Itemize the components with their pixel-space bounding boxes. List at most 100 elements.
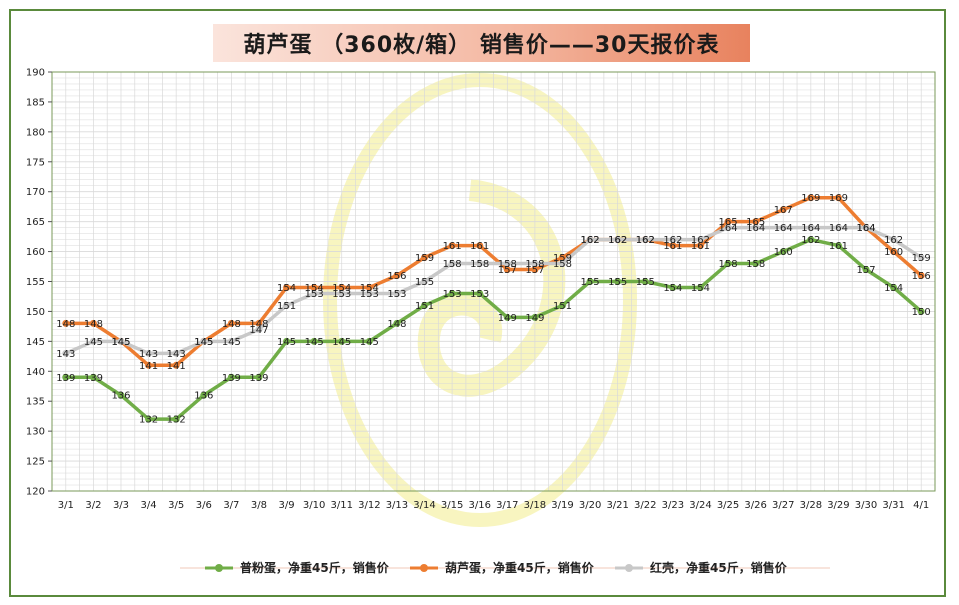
x-tick-label: 3/16 (468, 500, 490, 511)
legend-swatch-marker (215, 564, 223, 572)
data-label-0: 160 (774, 247, 793, 258)
x-tick-label: 3/18 (524, 500, 546, 511)
data-point-2 (227, 337, 235, 345)
legend-label: 葫芦蛋，净重45斤，销售价 (445, 560, 595, 575)
data-label-2: 143 (167, 349, 186, 360)
data-point-0 (641, 278, 649, 285)
data-label-2: 162 (663, 235, 682, 246)
data-label-0: 154 (663, 283, 682, 294)
data-point-2 (145, 349, 153, 357)
y-tick-label: 165 (26, 217, 45, 228)
data-point-2 (117, 337, 125, 345)
data-point-2 (834, 224, 842, 232)
data-point-0 (614, 278, 622, 285)
data-label-1: 154 (305, 283, 324, 294)
data-point-0 (724, 260, 732, 268)
y-tick-label: 170 (26, 187, 45, 198)
data-point-0 (365, 337, 373, 345)
data-point-1 (917, 272, 925, 280)
axes: 120 125 130 135 140 145 150 155 160 165 170 175 180 1… (26, 68, 936, 511)
data-label-0: 158 (719, 259, 738, 270)
data-point-0 (834, 242, 842, 250)
x-tick-label: 4/1 (913, 500, 929, 511)
data-label-1: 169 (829, 193, 848, 204)
data-label-2: 162 (691, 235, 710, 246)
x-tick-label: 3/4 (141, 500, 157, 511)
data-point-0 (531, 313, 539, 321)
data-label-2: 158 (498, 259, 517, 270)
y-tick-label: 120 (26, 487, 45, 498)
data-label-2: 159 (912, 253, 931, 264)
data-label-0: 161 (829, 241, 848, 252)
x-tick-label: 3/5 (168, 500, 184, 511)
x-tick-label: 3/1 (58, 500, 74, 511)
data-label-1: 161 (663, 241, 682, 252)
x-tick-label: 3/20 (579, 500, 601, 511)
data-label-2: 164 (719, 223, 738, 234)
data-label-1: 165 (719, 217, 738, 228)
data-point-1 (62, 319, 70, 327)
data-point-1 (338, 283, 346, 291)
series-line-2 (65, 225, 923, 356)
data-label-0: 148 (387, 319, 406, 330)
data-point-1 (531, 266, 539, 274)
data-point-2 (172, 349, 180, 357)
data-label-0: 154 (691, 283, 710, 294)
data-point-2 (310, 289, 318, 297)
data-label-0: 139 (84, 373, 103, 384)
x-tick-label: 3/6 (196, 500, 212, 511)
data-point-0 (862, 266, 870, 274)
y-tick-label: 175 (26, 157, 45, 168)
data-label-2: 153 (360, 289, 379, 300)
data-point-0 (696, 283, 704, 291)
data-point-0 (310, 337, 318, 345)
data-label-0: 153 (470, 289, 489, 300)
y-tick-label: 135 (26, 397, 45, 408)
y-tick-label: 130 (26, 427, 45, 438)
data-point-1 (476, 242, 484, 250)
data-label-2: 162 (581, 235, 600, 246)
data-point-1 (669, 242, 677, 250)
data-label-1: 154 (332, 283, 351, 294)
data-point-2 (752, 224, 760, 232)
data-point-1 (724, 218, 732, 226)
data-label-2: 143 (56, 349, 75, 360)
data-point-0 (476, 289, 484, 297)
data-point-2 (255, 325, 263, 333)
x-tick-label: 3/21 (606, 500, 628, 511)
data-label-0: 136 (194, 391, 213, 402)
data-label-1: 169 (801, 193, 820, 204)
x-tick-label: 3/23 (662, 500, 684, 511)
series-lines (62, 194, 925, 423)
data-point-2 (558, 260, 566, 268)
data-point-0 (421, 301, 429, 309)
data-point-0 (752, 260, 760, 268)
x-tick-label: 3/3 (113, 500, 129, 511)
data-point-1 (558, 254, 566, 262)
data-point-1 (696, 242, 704, 250)
x-tick-label: 3/26 (744, 500, 766, 511)
y-tick-label: 145 (26, 337, 45, 348)
data-label-2: 164 (774, 223, 793, 234)
data-label-0: 154 (884, 283, 903, 294)
data-label-1: 145 (111, 337, 130, 348)
data-point-0 (779, 248, 787, 256)
data-label-0: 162 (801, 235, 820, 246)
data-label-0: 139 (56, 373, 75, 384)
data-label-0: 158 (746, 259, 765, 270)
data-point-2 (448, 260, 456, 268)
chart-title: 葫芦蛋 （360枚/箱） 销售价——30天报价表 (243, 33, 720, 58)
data-point-1 (448, 242, 456, 250)
data-label-2: 153 (387, 289, 406, 300)
data-point-1 (89, 319, 97, 327)
data-point-0 (448, 289, 456, 297)
data-label-2: 145 (84, 337, 103, 348)
data-label-0: 153 (443, 289, 462, 300)
data-point-0 (586, 278, 594, 285)
y-tick-label: 155 (26, 277, 45, 288)
data-label-2: 162 (636, 235, 655, 246)
data-point-2 (696, 236, 704, 244)
data-point-0 (669, 283, 677, 291)
data-label-1: 160 (884, 247, 903, 258)
